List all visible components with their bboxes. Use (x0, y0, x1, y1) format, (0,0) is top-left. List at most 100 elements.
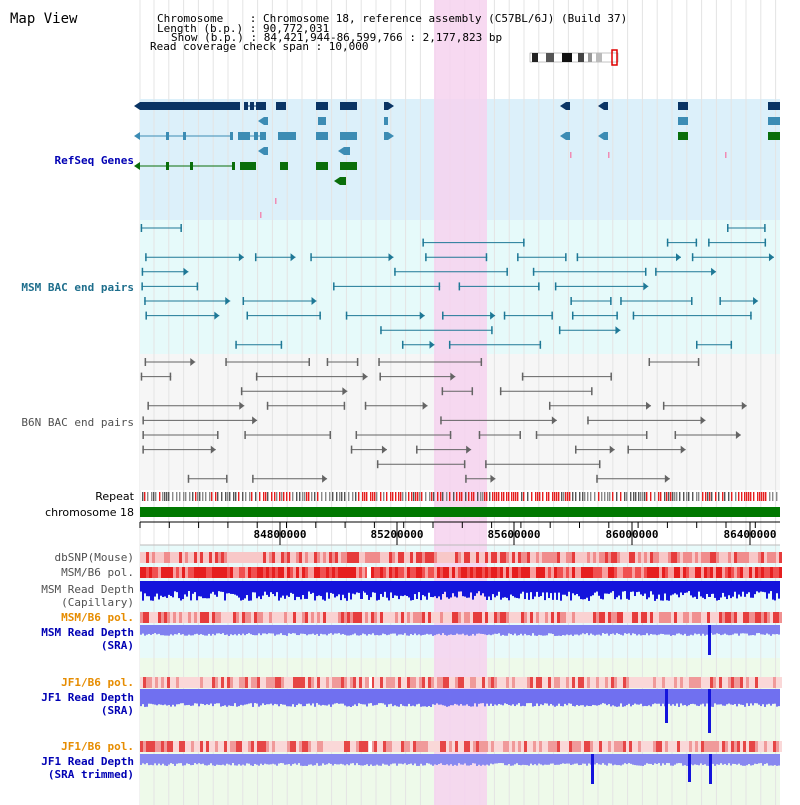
refseq-gene[interactable] (598, 132, 608, 140)
refseq-gene[interactable] (316, 132, 328, 140)
bac-end-pair[interactable] (310, 253, 394, 262)
bac-end-pair[interactable] (416, 445, 472, 454)
bac-end-pair[interactable] (326, 358, 359, 366)
bac-end-pair[interactable] (465, 474, 496, 483)
refseq-gene[interactable] (560, 132, 570, 140)
bac-end-pair[interactable] (620, 297, 693, 305)
refseq-gene[interactable] (334, 177, 346, 185)
bac-end-pair[interactable] (558, 326, 621, 335)
bac-end-pair[interactable] (691, 253, 774, 262)
bac-end-pair[interactable] (225, 358, 311, 366)
bac-end-pair[interactable] (448, 340, 542, 349)
bac-end-pair[interactable] (333, 282, 441, 291)
bac-end-pair[interactable] (380, 326, 493, 335)
refseq-gene[interactable] (560, 102, 570, 110)
refseq-gene[interactable] (678, 117, 688, 125)
refseq-gene[interactable] (240, 162, 256, 170)
refseq-gene[interactable] (768, 132, 780, 140)
refseq-gene[interactable] (598, 102, 608, 110)
bac-end-pair[interactable] (576, 253, 681, 262)
msm-b6-pol-label[interactable]: MSM/B6 pol. (61, 566, 134, 579)
bac-end-pair[interactable] (355, 431, 452, 439)
bac-end-pair[interactable] (242, 297, 317, 305)
refseq-gene[interactable] (276, 102, 286, 110)
bac-end-pair[interactable] (627, 445, 686, 454)
bac-end-pair[interactable] (147, 401, 245, 410)
refseq-gene[interactable] (134, 132, 233, 140)
refseq-gene[interactable] (278, 132, 296, 140)
msm-depth-sra-label[interactable]: MSM Read Depth (41, 626, 134, 639)
refseq-track-label[interactable]: RefSeq Genes (55, 154, 134, 167)
msm-bac-track-label[interactable]: MSM BAC end pairs (21, 281, 134, 294)
refseq-gene[interactable] (340, 132, 357, 140)
bac-end-pair[interactable] (266, 401, 346, 410)
bac-end-pair[interactable] (440, 416, 557, 425)
refseq-gene[interactable] (244, 102, 266, 110)
bac-end-pair[interactable] (394, 267, 508, 276)
bac-end-pair[interactable] (378, 358, 483, 366)
refseq-gene[interactable] (318, 117, 326, 125)
bac-end-pair[interactable] (662, 401, 747, 410)
refseq-gene[interactable] (768, 102, 780, 110)
bac-end-pair[interactable] (441, 387, 474, 396)
refseq-gene[interactable] (238, 132, 266, 140)
bac-end-pair[interactable] (379, 372, 456, 381)
bac-end-pair[interactable] (252, 474, 328, 483)
refseq-gene[interactable] (338, 147, 350, 155)
bac-end-pair[interactable] (442, 311, 496, 320)
bac-end-pair[interactable] (499, 387, 593, 396)
bac-end-pair[interactable] (145, 253, 244, 262)
msm-b6-pol2-label[interactable]: MSM/B6 pol. (61, 611, 134, 624)
refseq-gene[interactable] (258, 147, 268, 155)
bac-end-pair[interactable] (596, 474, 670, 483)
refseq-gene[interactable] (258, 117, 268, 125)
bac-end-pair[interactable] (345, 311, 425, 320)
bac-end-pair[interactable] (521, 372, 612, 381)
refseq-gene[interactable] (280, 162, 288, 170)
refseq-gene[interactable] (384, 117, 388, 125)
bac-end-pair[interactable] (144, 358, 196, 366)
jf1-depth-trimmed-label[interactable]: JF1 Read Depth (41, 755, 134, 768)
chromosome-ideogram[interactable] (529, 49, 619, 66)
bac-end-pair[interactable] (548, 401, 652, 410)
jf1-b6-pol2-label[interactable]: JF1/B6 pol. (61, 740, 134, 753)
bac-end-pair[interactable] (570, 297, 612, 305)
bac-end-pair[interactable] (235, 340, 283, 349)
bac-end-pair[interactable] (503, 311, 553, 320)
bac-end-pair[interactable] (719, 297, 759, 305)
bac-end-pair[interactable] (535, 431, 648, 439)
dbsnp-label[interactable]: dbSNP(Mouse) (55, 551, 134, 564)
bac-end-pair[interactable] (727, 224, 766, 232)
repeat-track[interactable] (142, 492, 778, 501)
jf1-depth-sra-label[interactable]: JF1 Read Depth (41, 691, 134, 704)
bac-end-pair[interactable] (141, 267, 189, 276)
bac-end-pair[interactable] (140, 372, 172, 381)
b6n-bac-track-label[interactable]: B6N BAC end pairs (21, 416, 134, 429)
bac-end-pair[interactable] (254, 253, 296, 262)
bac-end-pair[interactable] (187, 474, 228, 483)
bac-end-pair[interactable] (458, 282, 540, 291)
bac-end-pair[interactable] (240, 387, 348, 396)
bac-end-pair[interactable] (255, 372, 368, 381)
bac-end-pair[interactable] (145, 311, 220, 320)
bac-end-pair[interactable] (364, 401, 428, 410)
refseq-gene[interactable] (678, 132, 688, 140)
bac-end-pair[interactable] (425, 253, 488, 262)
bac-end-pair[interactable] (532, 267, 647, 276)
bac-end-pair[interactable] (376, 460, 466, 469)
bac-end-pair[interactable] (708, 238, 767, 247)
bac-end-pair[interactable] (648, 358, 700, 366)
jf1-b6-pol-label[interactable]: JF1/B6 pol. (61, 676, 134, 689)
refseq-gene[interactable] (678, 102, 688, 110)
highlight-region[interactable] (434, 0, 487, 805)
msm-depth-capillary-label[interactable]: MSM Read Depth (41, 583, 134, 596)
bac-end-pair[interactable] (422, 238, 525, 247)
refseq-gene[interactable] (134, 162, 235, 170)
refseq-gene[interactable] (384, 132, 394, 140)
bac-end-pair[interactable] (485, 460, 601, 469)
bac-end-pair[interactable] (554, 282, 649, 291)
bac-end-pair[interactable] (666, 238, 698, 247)
bac-end-pair[interactable] (141, 282, 199, 291)
bac-end-pair[interactable] (142, 445, 216, 454)
